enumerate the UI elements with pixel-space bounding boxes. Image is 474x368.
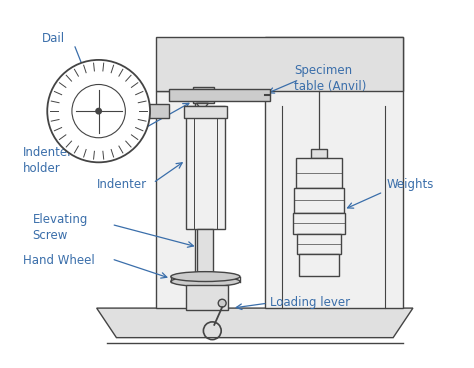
Text: Dail: Dail [42, 32, 65, 45]
Polygon shape [197, 103, 209, 111]
Text: Indenter: Indenter [97, 178, 147, 191]
Bar [192, 88, 214, 103]
Polygon shape [97, 308, 413, 338]
Bar [186, 106, 225, 229]
Text: Indenter
holder: Indenter holder [23, 146, 73, 174]
Circle shape [47, 60, 150, 162]
Circle shape [95, 108, 102, 114]
Bar [311, 149, 327, 158]
Text: Specimen
table (Anvil): Specimen table (Anvil) [294, 64, 367, 93]
Ellipse shape [171, 272, 240, 282]
Bar [297, 234, 341, 254]
Bar [198, 229, 213, 277]
Bar [299, 254, 339, 276]
Text: Loading lever: Loading lever [270, 296, 350, 309]
Bar [169, 89, 270, 101]
Circle shape [218, 299, 226, 307]
Bar [293, 213, 345, 234]
Bar [156, 91, 195, 308]
Bar [296, 158, 342, 188]
Bar [294, 188, 344, 213]
Text: Hand Wheel: Hand Wheel [23, 254, 94, 267]
Text: Weights: Weights [386, 178, 434, 191]
Bar [149, 104, 169, 118]
Text: Elevating
Screw: Elevating Screw [32, 213, 88, 241]
Bar [183, 106, 227, 118]
Bar [156, 37, 403, 91]
Ellipse shape [171, 277, 240, 286]
Bar [264, 37, 403, 308]
Bar [186, 286, 228, 310]
